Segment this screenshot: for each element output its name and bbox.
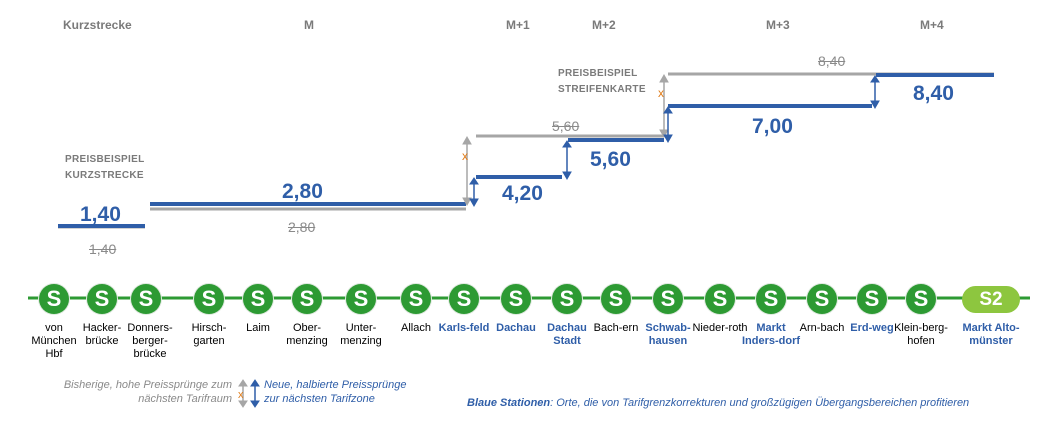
station-label: Donners-berger-brücke <box>127 322 173 360</box>
legend-old-arrow <box>238 379 248 408</box>
price-new-m2: 5,60 <box>590 148 631 171</box>
legend-old-jumps: Bisherige, hohe Preissprünge zum nächste… <box>63 379 232 405</box>
s-bahn-icon: S <box>552 284 582 314</box>
price-new-m: 2,80 <box>282 180 323 203</box>
station-label: Ober-menzing <box>286 322 328 347</box>
station-label-blue: Erd-weg <box>850 322 894 334</box>
new-jump-arrow-m4 <box>870 75 880 110</box>
station-label: Bach-ern <box>593 322 639 334</box>
s-bahn-icon: S <box>346 284 376 314</box>
zone-label-m4: M+4 <box>920 18 944 32</box>
example-streifenkarte-label: PREISBEISPIEL STREIFENKARTE <box>558 68 646 95</box>
s-bahn-icon: S <box>449 284 479 314</box>
s-bahn-icon: S <box>601 284 631 314</box>
old-jump-arrow-m1 <box>462 135 472 207</box>
new-jump-arrow-m3 <box>663 106 673 144</box>
new-jump-arrow-m2 <box>562 140 572 181</box>
zone-label-m: M <box>304 18 314 32</box>
station-label: Hacker-brücke <box>82 322 122 347</box>
s2-line-badge: S2 <box>962 286 1020 313</box>
s-bahn-icon: S <box>501 284 531 314</box>
old-jump-arrow-m3 <box>659 73 669 139</box>
new-jump-arrow-m1 <box>469 177 479 208</box>
s-bahn-icon: S <box>401 284 431 314</box>
old-jump-marker-x: x <box>658 86 664 100</box>
zone-label-m1: M+1 <box>506 18 530 32</box>
station-label: Hirsch-garten <box>191 322 227 347</box>
price-new-kurzstrecke: 1,40 <box>80 203 121 226</box>
old-jump-marker-x: x <box>462 149 468 163</box>
s-bahn-icon: S <box>807 284 837 314</box>
legend-blue-stations-text: : Orte, die von Tarifgrenzkorrekturen un… <box>550 397 970 409</box>
price-old-kurzstrecke: 1,40 <box>89 241 117 257</box>
legend-marker-x: x <box>238 389 244 401</box>
station-label-blue: Dachau Stadt <box>547 322 587 347</box>
s-bahn-icon: S <box>194 284 224 314</box>
station-label: Allach <box>401 322 431 334</box>
s-bahn-icon: S <box>653 284 683 314</box>
station-label: Laim <box>246 322 270 334</box>
station-label: Nieder-roth <box>692 322 748 334</box>
s-bahn-icon: S <box>705 284 735 314</box>
zone-label-m2: M+2 <box>592 18 616 32</box>
station-label: Unter-menzing <box>340 322 382 347</box>
station-label: Klein-berg-hofen <box>894 322 948 347</box>
price-new-m1: 4,20 <box>502 182 543 205</box>
price-old-m3-m4: 8,40 <box>818 53 846 69</box>
s-bahn-icon: S <box>756 284 786 314</box>
s-bahn-icon: S <box>131 284 161 314</box>
price-new-m4: 8,40 <box>913 82 954 105</box>
station-label-blue: Markt Inders-dorf <box>741 322 801 347</box>
s-bahn-icon: S <box>87 284 117 314</box>
station-label: von München Hbf <box>31 322 77 360</box>
zone-label-kurzstrecke: Kurzstrecke <box>63 18 132 32</box>
station-label-blue: Markt Alto-münster <box>962 322 1020 347</box>
price-old-m1-m2: 5,60 <box>552 118 580 134</box>
example-kurzstrecke-label: PREISBEISPIEL KURZSTRECKE <box>65 154 145 181</box>
legend-blue-stations: Blaue Stationen: Orte, die von Tarifgren… <box>467 396 1047 410</box>
legend-new-jumps: Neue, halbierte Preissprünge zur nächste… <box>264 379 407 405</box>
s-bahn-icon: S <box>243 284 273 314</box>
legend-blue-stations-title: Blaue Stationen <box>467 397 551 409</box>
zone-label-m3: M+3 <box>766 18 790 32</box>
price-old-m: 2,80 <box>288 219 316 235</box>
station-label: Arn-bach <box>799 322 845 334</box>
station-label-blue: Dachau <box>496 322 536 334</box>
station-label-blue: Schwab-hausen <box>645 322 691 347</box>
s-bahn-icon: S <box>39 284 69 314</box>
s-bahn-icon: S <box>857 284 887 314</box>
s-bahn-icon: S <box>906 284 936 314</box>
s-bahn-icon: S <box>292 284 322 314</box>
legend-new-arrow <box>250 379 260 408</box>
price-new-m3: 7,00 <box>752 115 793 138</box>
station-label-blue: Karls-feld <box>438 322 490 334</box>
